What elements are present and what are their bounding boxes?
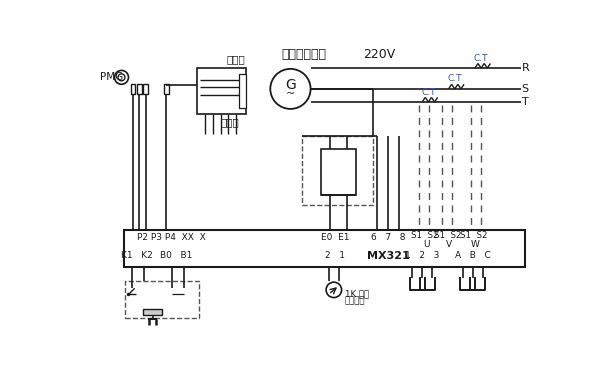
Text: C.T: C.T [421, 88, 436, 97]
Circle shape [127, 293, 130, 296]
Text: V: V [446, 240, 452, 249]
Bar [124, 230, 525, 267]
Text: PMG: PMG [100, 72, 123, 82]
Text: C.T: C.T [448, 74, 462, 82]
Bar [131, 84, 136, 94]
Text: 整流器: 整流器 [221, 117, 239, 127]
Bar [164, 84, 169, 94]
Text: S: S [522, 84, 529, 94]
Text: C.T: C.T [474, 54, 488, 63]
Text: R: R [521, 63, 529, 73]
Text: S1  S2: S1 S2 [460, 231, 487, 240]
Text: B0   B1: B0 B1 [160, 252, 193, 261]
Text: 外部调整: 外部调整 [344, 296, 365, 305]
Text: K1   K2: K1 K2 [121, 252, 153, 261]
Text: S1  S2: S1 S2 [434, 231, 461, 240]
Text: P2 P3 P4  XX  X: P2 P3 P4 XX X [137, 233, 206, 242]
Text: G: G [285, 78, 296, 92]
Text: 2   1: 2 1 [325, 252, 344, 261]
Text: 励磁机: 励磁机 [226, 54, 245, 64]
Bar [143, 309, 162, 315]
Text: MX321: MX321 [367, 251, 409, 261]
Bar [125, 280, 199, 318]
Text: 主发电机绕组: 主发电机绕组 [281, 48, 326, 61]
Text: 1K 负载: 1K 负载 [344, 289, 369, 298]
Text: S1  S2: S1 S2 [411, 231, 438, 240]
Text: 1   2   3: 1 2 3 [405, 252, 439, 261]
Bar [143, 84, 148, 94]
Text: 220V: 220V [364, 48, 396, 61]
Text: E0  E1: E0 E1 [321, 233, 350, 242]
Text: A   B   C: A B C [455, 252, 490, 261]
Bar [322, 149, 356, 195]
Text: W: W [470, 240, 479, 249]
Bar [137, 84, 142, 94]
Bar [239, 74, 245, 108]
Bar [302, 136, 373, 205]
Text: ~: ~ [286, 89, 295, 99]
Text: U: U [423, 240, 430, 249]
Text: 6   7   8: 6 7 8 [371, 233, 406, 242]
Text: T: T [522, 97, 529, 107]
Bar [197, 68, 245, 114]
